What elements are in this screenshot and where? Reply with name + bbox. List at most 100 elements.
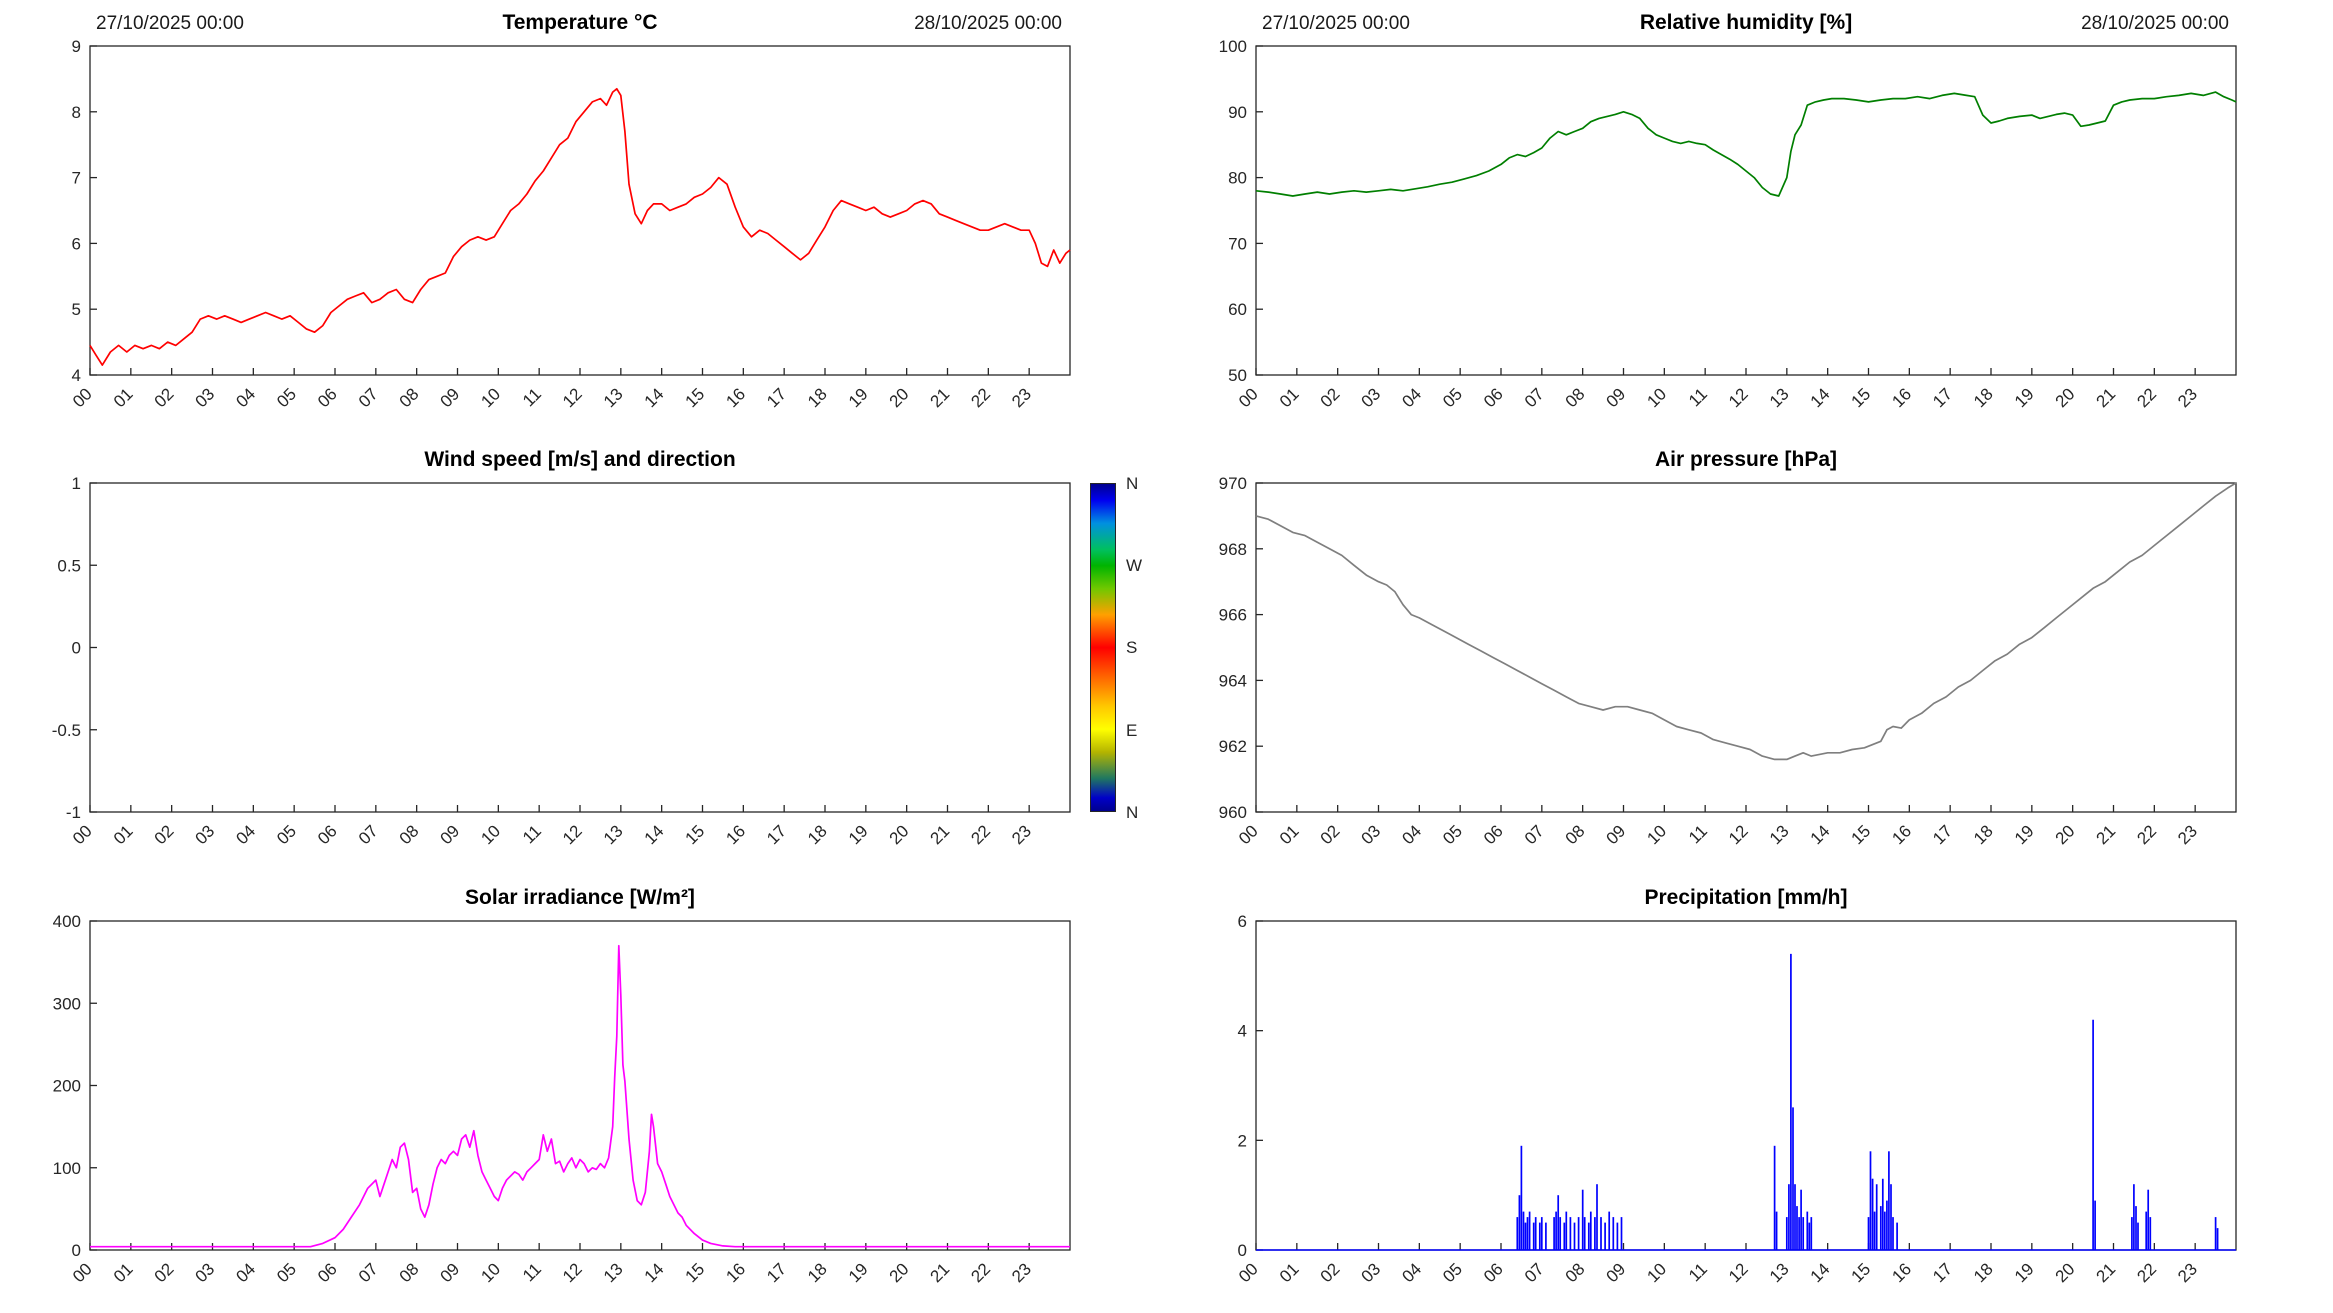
svg-text:960: 960 [1219,803,1247,822]
svg-text:19: 19 [2011,384,2038,411]
panel-pressure: Air pressure [hPa] 00 01 02 03 04 05 06 07 08 09 1… [1166,437,2333,875]
svg-text:15: 15 [682,384,709,411]
svg-text:10: 10 [477,384,504,411]
svg-text:23: 23 [2174,821,2201,848]
svg-text:22: 22 [2133,384,2160,411]
svg-text:01: 01 [110,384,137,411]
svg-text:01: 01 [1276,821,1303,848]
svg-text:07: 07 [355,384,382,411]
svg-text:08: 08 [1562,384,1589,411]
svg-text:02: 02 [1317,821,1344,848]
svg-text:13: 13 [1766,821,1793,848]
precipitation-title: Precipitation [mm/h] [1644,886,1848,909]
pressure-chart: 00 01 02 03 04 05 06 07 08 09 10 11 12 13 14 15 16 17 18 19… [1219,474,2237,848]
svg-text:11: 11 [1685,1259,1711,1285]
svg-text:01: 01 [110,1259,137,1286]
svg-text:11: 11 [1685,384,1711,410]
svg-text:200: 200 [53,1077,81,1096]
svg-text:18: 18 [804,384,831,411]
svg-text:07: 07 [355,821,382,848]
svg-text:12: 12 [1725,384,1752,411]
panel-humidity: 27/10/2025 00:00 Relative humidity [%] 2… [1166,0,2333,437]
svg-text:970: 970 [1219,474,1247,493]
svg-text:10: 10 [477,1259,504,1286]
svg-text:09: 09 [437,384,464,411]
svg-text:15: 15 [1848,1259,1875,1286]
svg-text:20: 20 [886,384,913,411]
svg-text:00: 00 [1235,821,1262,848]
svg-text:08: 08 [396,821,423,848]
svg-text:16: 16 [722,821,749,848]
wind-direction-colorbar [1090,483,1116,812]
svg-text:05: 05 [273,384,300,411]
svg-text:12: 12 [559,821,586,848]
svg-text:19: 19 [2011,1259,2038,1286]
svg-text:16: 16 [1888,384,1915,411]
svg-text:60: 60 [1228,300,1247,319]
svg-text:01: 01 [1276,384,1303,411]
svg-text:03: 03 [1358,384,1385,411]
svg-text:01: 01 [1276,1259,1303,1286]
svg-text:14: 14 [641,821,668,848]
svg-text:12: 12 [1725,1259,1752,1286]
svg-text:80: 80 [1228,169,1247,188]
svg-text:06: 06 [314,384,341,411]
svg-text:18: 18 [1970,1259,1997,1286]
svg-text:11: 11 [519,384,545,410]
svg-text:19: 19 [845,1259,872,1286]
svg-text:09: 09 [1603,821,1630,848]
svg-text:08: 08 [396,384,423,411]
svg-text:06: 06 [314,821,341,848]
svg-text:00: 00 [1235,1259,1262,1286]
svg-text:21: 21 [927,1259,954,1286]
svg-text:15: 15 [682,1259,709,1286]
humidity-chart: 00 01 02 03 04 05 06 07 08 09 10 11 12 13 14 15 16 17 18 19… [1219,37,2237,411]
svg-text:06: 06 [1480,384,1507,411]
svg-text:7: 7 [72,169,81,188]
svg-text:16: 16 [1888,1259,1915,1286]
svg-text:11: 11 [519,1259,545,1285]
svg-text:11: 11 [519,821,545,847]
svg-text:09: 09 [1603,1259,1630,1286]
svg-text:8: 8 [72,103,81,122]
svg-text:21: 21 [2093,1259,2120,1286]
svg-text:14: 14 [1807,821,1834,848]
svg-text:21: 21 [927,384,954,411]
svg-text:16: 16 [1888,821,1915,848]
temperature-title: Temperature °C [502,11,658,34]
svg-text:6: 6 [1238,912,1247,931]
svg-text:22: 22 [967,821,994,848]
svg-text:20: 20 [2052,1259,2079,1286]
svg-text:03: 03 [1358,821,1385,848]
svg-text:962: 962 [1219,737,1247,756]
svg-text:14: 14 [1807,1259,1834,1286]
humidity-title: Relative humidity [%] [1639,11,1853,34]
solar-chart: 00 01 02 03 04 05 06 07 08 09 10 11 12 13 14 15 16 17 18 19… [53,912,1071,1286]
wind-title: Wind speed [m/s] and direction [424,448,736,471]
svg-text:0: 0 [1238,1241,1247,1260]
colorbar-label-s: S [1126,638,1138,657]
svg-text:17: 17 [1929,384,1956,411]
svg-text:20: 20 [2052,384,2079,411]
svg-text:04: 04 [232,1259,259,1286]
svg-text:18: 18 [1970,821,1997,848]
svg-text:13: 13 [600,1259,627,1286]
svg-text:01: 01 [110,821,137,848]
svg-text:00: 00 [69,384,96,411]
svg-text:5: 5 [72,300,81,319]
svg-text:07: 07 [1521,821,1548,848]
svg-text:17: 17 [1929,1259,1956,1286]
svg-text:21: 21 [927,821,954,848]
svg-text:23: 23 [2174,1259,2201,1286]
temperature-chart: 00 01 02 03 04 05 06 07 08 09 10 11 12 13 14 15 16 17 18 19… [69,37,1071,411]
svg-text:05: 05 [1439,821,1466,848]
svg-text:03: 03 [192,384,219,411]
svg-text:12: 12 [559,1259,586,1286]
svg-text:04: 04 [232,821,259,848]
svg-text:0.5: 0.5 [57,556,81,575]
svg-text:14: 14 [641,384,668,411]
svg-text:19: 19 [845,821,872,848]
svg-text:05: 05 [1439,384,1466,411]
svg-text:13: 13 [600,821,627,848]
svg-text:12: 12 [1725,821,1752,848]
